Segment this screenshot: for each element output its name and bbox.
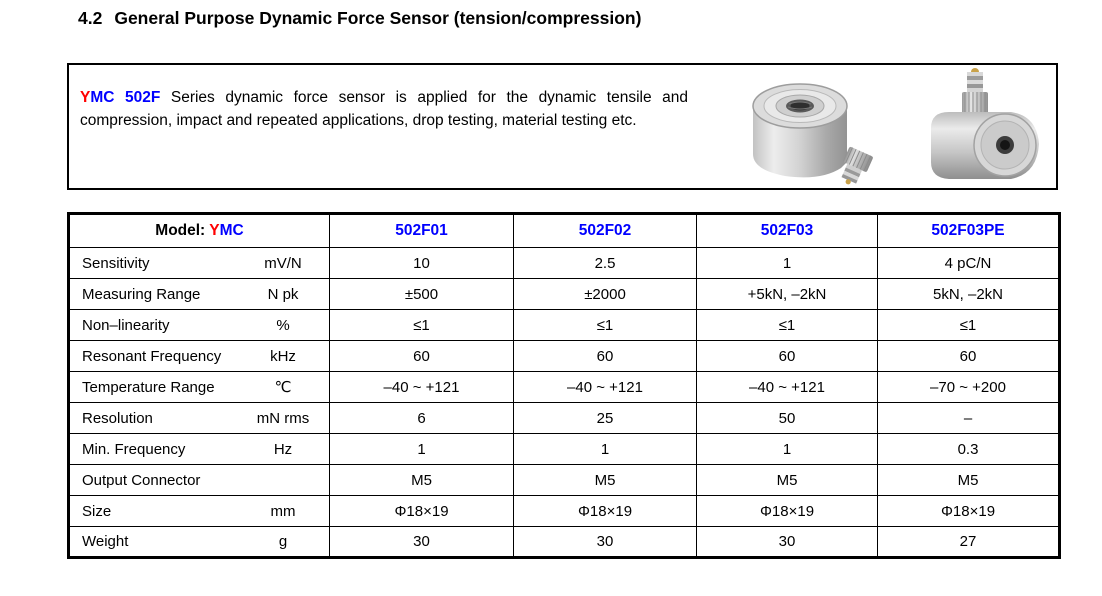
model-brand-mc: MC bbox=[219, 222, 244, 239]
series-name: 502F bbox=[114, 89, 161, 106]
spec-label: Measuring Range bbox=[82, 285, 201, 303]
spec-value: ≤1 bbox=[329, 309, 514, 341]
spec-value: 30 bbox=[513, 526, 697, 558]
spec-value: 25 bbox=[513, 402, 697, 434]
table-row: Weight g 30 30 30 27 bbox=[68, 526, 1060, 558]
spec-value: ≤1 bbox=[513, 309, 697, 341]
spec-value: 30 bbox=[329, 526, 514, 558]
table-row: Measuring Range N pk ±500 ±2000 +5kN, –2k… bbox=[68, 278, 1060, 310]
table-row: Sensitivity mV/N 10 2.5 1 4 pC/N bbox=[68, 247, 1060, 279]
spec-value: 5kN, –2kN bbox=[877, 278, 1060, 310]
brand-letters-mc: MC bbox=[90, 89, 115, 106]
spec-unit: mV/N bbox=[264, 254, 302, 272]
spec-label: Resolution bbox=[82, 409, 153, 427]
spec-value: –40 ~ +121 bbox=[513, 371, 697, 403]
spec-value: 1 bbox=[513, 433, 697, 465]
spec-value: 50 bbox=[696, 402, 878, 434]
spec-label: Resonant Frequency bbox=[82, 347, 222, 365]
spec-value: 6 bbox=[329, 402, 514, 434]
spec-unit: % bbox=[276, 316, 290, 334]
product-intro-box: YMC 502F Series dynamic force sensor is … bbox=[67, 63, 1058, 190]
table-row: Min. Frequency Hz 1 1 1 0.3 bbox=[68, 433, 1060, 465]
description-text: Series dynamic force sensor is applied f… bbox=[80, 89, 689, 129]
section-title: General Purpose Dynamic Force Sensor (te… bbox=[114, 8, 642, 28]
spec-label: Size bbox=[82, 502, 112, 520]
spec-value: Φ18×19 bbox=[696, 495, 878, 527]
table-header-row: Model: YMC 502F01 502F02 502F03 502F03PE bbox=[68, 213, 1060, 248]
spec-unit: Hz bbox=[273, 440, 293, 458]
spec-value: 4 pC/N bbox=[877, 247, 1060, 279]
spec-value: 2.5 bbox=[513, 247, 697, 279]
spec-value: M5 bbox=[877, 464, 1060, 496]
spec-unit: N pk bbox=[267, 285, 299, 303]
spec-unit: kHz bbox=[270, 347, 296, 365]
model-column-502F03PE: 502F03PE bbox=[877, 213, 1060, 248]
section-number: 4.2 bbox=[78, 8, 103, 28]
spec-unit: mN rms bbox=[256, 409, 310, 427]
spec-label: Weight bbox=[82, 533, 129, 550]
table-row: Resolution mN rms 6 25 50 – bbox=[68, 402, 1060, 434]
section-heading: 4.2 General Purpose Dynamic Force Sensor … bbox=[78, 8, 641, 29]
spec-value: +5kN, –2kN bbox=[696, 278, 878, 310]
model-column-502F02: 502F02 bbox=[513, 213, 697, 248]
spec-value: 27 bbox=[877, 526, 1060, 558]
spec-value: ±2000 bbox=[513, 278, 697, 310]
spec-value: 1 bbox=[329, 433, 514, 465]
spec-value: Φ18×19 bbox=[329, 495, 514, 527]
spec-value: 60 bbox=[696, 340, 878, 372]
spec-value: 1 bbox=[696, 247, 878, 279]
sensor-photo-top-view bbox=[752, 83, 873, 185]
model-brand-y: Y bbox=[209, 222, 220, 239]
spec-value: 60 bbox=[329, 340, 514, 372]
brand-letter-y: Y bbox=[80, 89, 91, 106]
model-label: Model: bbox=[155, 222, 210, 239]
spec-value: ±500 bbox=[329, 278, 514, 310]
table-row: Size mm Φ18×19 Φ18×19 Φ18×19 Φ18×19 bbox=[68, 495, 1060, 527]
product-photos bbox=[737, 66, 1053, 187]
model-header-cell: Model: YMC bbox=[68, 213, 330, 248]
spec-value: Φ18×19 bbox=[877, 495, 1060, 527]
spec-value: –70 ~ +200 bbox=[877, 371, 1060, 403]
product-description: YMC 502F Series dynamic force sensor is … bbox=[80, 87, 688, 132]
table-row: Output Connector M5 M5 M5 M5 bbox=[68, 464, 1060, 496]
spec-value: ≤1 bbox=[696, 309, 878, 341]
spec-value: 60 bbox=[513, 340, 697, 372]
spec-label: Output Connector bbox=[82, 471, 201, 489]
spec-unit: g bbox=[278, 533, 288, 550]
spec-value: 30 bbox=[696, 526, 878, 558]
spec-value: 60 bbox=[877, 340, 1060, 372]
table-row: Resonant Frequency kHz 60 60 60 60 bbox=[68, 340, 1060, 372]
spec-label: Sensitivity bbox=[82, 254, 150, 272]
spec-value: ≤1 bbox=[877, 309, 1060, 341]
spec-value: – bbox=[877, 402, 1060, 434]
spec-unit: ℃ bbox=[274, 379, 292, 396]
model-column-502F03: 502F03 bbox=[696, 213, 878, 248]
spec-value: M5 bbox=[513, 464, 697, 496]
spec-value: M5 bbox=[696, 464, 878, 496]
spec-value: 1 bbox=[696, 433, 878, 465]
spec-value: –40 ~ +121 bbox=[696, 371, 878, 403]
spec-value: 10 bbox=[329, 247, 514, 279]
spec-value: M5 bbox=[329, 464, 514, 496]
model-column-502F01: 502F01 bbox=[329, 213, 514, 248]
spec-value: –40 ~ +121 bbox=[329, 371, 514, 403]
spec-unit: mm bbox=[270, 502, 296, 520]
table-row: Non–linearity% ≤1 ≤1 ≤1 ≤1 bbox=[68, 309, 1060, 341]
spec-value: Φ18×19 bbox=[513, 495, 697, 527]
sensor-photo-side-view bbox=[931, 68, 1039, 179]
spec-value: 0.3 bbox=[877, 433, 1060, 465]
spec-label: Min. Frequency bbox=[82, 440, 186, 458]
spec-label: Non–linearity bbox=[82, 316, 170, 334]
spec-table: Model: YMC 502F01 502F02 502F03 502F03PE… bbox=[67, 212, 1061, 559]
table-row: Temperature Range ℃ –40 ~ +121 –40 ~ +121… bbox=[68, 371, 1060, 403]
spec-label: Temperature Range bbox=[82, 378, 215, 396]
